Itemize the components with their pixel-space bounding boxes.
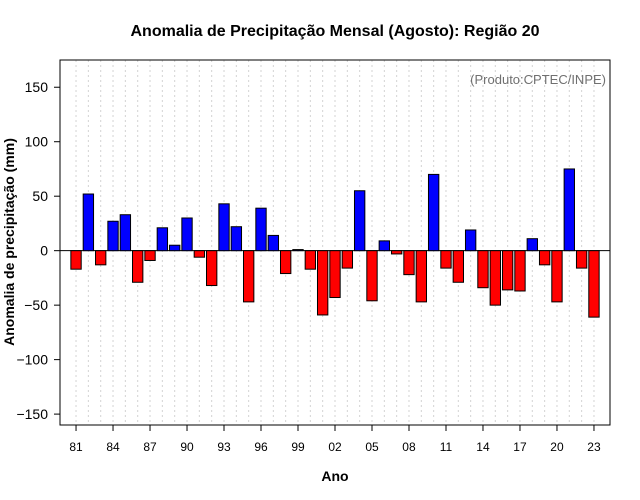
- bar-1987: [144, 250, 156, 261]
- bar-2005: [366, 250, 378, 302]
- x-tick-label: 96: [254, 440, 268, 454]
- bar-2022: [575, 250, 588, 269]
- x-tick-label: 02: [328, 440, 342, 454]
- x-tick-label: 11: [440, 440, 453, 454]
- credit-label: (Produto:CPTEC/INPE): [470, 72, 606, 87]
- bar-2001: [316, 250, 329, 316]
- bar-2002: [329, 250, 341, 299]
- bar-2015: [489, 250, 501, 306]
- bar-2014: [477, 250, 489, 289]
- bar-1988: [156, 227, 169, 252]
- bar-2004: [353, 190, 366, 252]
- bar-2009: [415, 250, 428, 303]
- y-tick-label: −50: [24, 297, 48, 313]
- bar-1992: [206, 250, 218, 287]
- bar-2023: [588, 250, 600, 318]
- y-tick-label: −100: [16, 352, 48, 368]
- x-tick-label: 93: [217, 440, 231, 454]
- x-axis-title: Ano: [321, 468, 348, 484]
- x-tick-label: 17: [513, 440, 527, 454]
- bar-2021: [563, 168, 575, 252]
- x-tick-label: 23: [587, 440, 601, 454]
- bar-1982: [82, 193, 95, 252]
- bars: [70, 168, 600, 318]
- y-tick-label: 0: [40, 243, 48, 259]
- bar-1999: [292, 249, 304, 252]
- bar-1986: [132, 250, 144, 283]
- x-tick-label: 20: [550, 440, 564, 454]
- bar-1984: [107, 220, 119, 252]
- bar-2020: [551, 250, 563, 303]
- bar-2006: [378, 240, 391, 252]
- x-tick-label: 14: [476, 440, 490, 454]
- bar-1998: [279, 250, 292, 275]
- bar-2011: [440, 250, 452, 269]
- x-tick-label: 90: [180, 440, 194, 454]
- x-tick-label: 08: [402, 440, 416, 454]
- y-tick-label: 100: [25, 134, 49, 150]
- x-tick-label: 87: [143, 440, 157, 454]
- y-tick-label: 50: [32, 188, 48, 204]
- bar-2007: [390, 250, 403, 255]
- bar-2010: [427, 173, 440, 252]
- bar-2012: [452, 250, 464, 283]
- bar-1981: [70, 250, 82, 270]
- bar-1994: [230, 226, 243, 252]
- bar-1993: [218, 203, 230, 252]
- x-axis: 81 84 87 90 93 96 99 02 05 08 11 14 17 20 23: [69, 425, 601, 454]
- x-tick-label: 84: [106, 440, 120, 454]
- bar-1997: [267, 234, 280, 252]
- x-tick-label: 81: [69, 440, 83, 454]
- y-tick-label: −150: [16, 406, 48, 422]
- grid-lines: [75, 60, 595, 425]
- y-axis-title: Anomalia de precipitação (mm): [1, 138, 17, 346]
- bar-2018: [526, 238, 538, 252]
- bar-1991: [193, 250, 206, 258]
- y-axis: 150 100 50 0 −50 −100 −150: [16, 60, 61, 425]
- x-tick-label: 99: [291, 440, 305, 454]
- bar-1983: [95, 250, 107, 266]
- bar-1989: [169, 244, 181, 252]
- bar-1996: [255, 207, 267, 252]
- bar-2019: [538, 250, 551, 266]
- bar-1995: [242, 250, 255, 303]
- bar-1990: [181, 217, 193, 252]
- chart-title: Anomalia de Precipitação Mensal (Agosto)…: [131, 23, 540, 40]
- bar-2008: [403, 250, 415, 276]
- y-tick-label: 150: [25, 79, 49, 95]
- bar-2016: [501, 250, 514, 291]
- bar-2000: [304, 250, 317, 270]
- bar-2017: [514, 250, 526, 292]
- x-tick-label: 05: [365, 440, 379, 454]
- bar-1985: [119, 214, 132, 252]
- bar-2013: [464, 229, 477, 252]
- bar-2003: [341, 250, 354, 269]
